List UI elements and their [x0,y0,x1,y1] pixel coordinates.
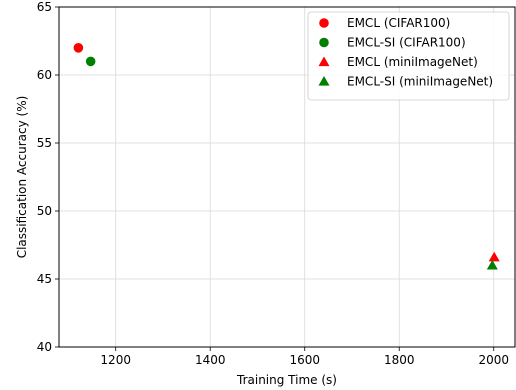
legend: EMCL (CIFAR100) EMCL-SI (CIFAR100) EMCL (m… [307,11,510,101]
x-tick-label: 1600 [289,353,320,367]
data-point [85,56,96,67]
plot-frame [58,6,516,348]
legend-label: EMCL-SI (miniImageNet) [347,75,493,89]
legend-label: EMCL-SI (CIFAR100) [347,36,466,50]
legend-marker [319,18,329,28]
legend-label: EMCL (CIFAR100) [347,16,450,30]
y-tick-label: 50 [37,204,52,218]
legend-marker [318,56,330,67]
axis-ticks: 1200 1400 1600 1800 2000 40 45 50 55 60 65 [37,0,509,367]
y-tick-label: 65 [37,0,52,14]
data-points [73,43,500,270]
x-tick-label: 2000 [478,353,509,367]
y-tick-label: 55 [37,136,52,150]
x-tick-label: 1800 [384,353,415,367]
data-point [73,43,84,53]
legend-marker [319,37,329,48]
x-axis-label: Training Time (s) [236,373,337,387]
y-tick-label: 60 [37,68,52,82]
data-point [486,259,498,270]
x-tick-label: 1400 [195,353,226,367]
legend-label: EMCL (miniImageNet) [347,55,478,69]
x-tick-label: 1200 [100,353,131,367]
legend-box [307,11,510,101]
y-tick-label: 40 [37,340,52,354]
legend-marker [318,76,330,86]
y-axis-label: Classification Accuracy (%) [15,96,29,259]
y-tick-label: 45 [37,272,52,286]
data-point [488,251,500,262]
